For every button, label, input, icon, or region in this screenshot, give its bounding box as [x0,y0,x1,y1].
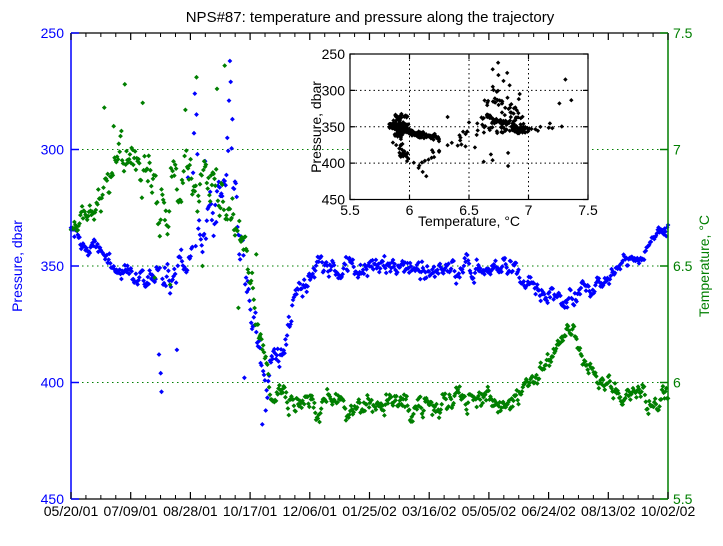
inset-y-tick-label: 300 [322,82,346,98]
inset-x-tick-label: 7 [525,202,533,218]
inset-x-tick-label: 6 [406,202,414,218]
x-tick-label: 10/02/02 [641,503,696,519]
x-tick-label: 08/28/01 [163,503,218,519]
left-tick-label: 250 [41,25,65,41]
x-tick-label: 01/25/02 [342,503,397,519]
inset-x-axis-label: Temperature, °C [417,213,521,229]
right-tick-label: 7.5 [673,25,693,41]
inset-x-tick-label: 7.5 [578,202,598,218]
x-tick-label: 05/20/01 [44,503,99,519]
right-y-axis-label: Temperature, °C [696,214,712,318]
inset-x-tick-label: 6.5 [459,202,479,218]
x-tick-label: 12/06/01 [283,503,338,519]
inset-y-tick-label: 400 [322,155,346,171]
left-tick-label: 350 [41,258,65,274]
left-tick-label: 400 [41,375,65,391]
inset-y-axis-label: Pressure, dbar [308,81,324,173]
right-tick-label: 7 [673,142,681,158]
left-tick-label: 450 [41,491,65,507]
right-tick-label: 6.5 [673,258,693,274]
right-tick-label: 6 [673,375,681,391]
inset-x-tick-label: 5.5 [340,202,360,218]
temperature-series-points [68,63,671,425]
x-tick-label: 05/05/02 [462,503,517,519]
x-tick-label: 07/09/01 [103,503,158,519]
x-tick-label: 08/13/02 [581,503,636,519]
x-tick-label: 10/17/01 [223,503,278,519]
right-tick-label: 5.5 [673,491,693,507]
x-tick-label: 03/16/02 [402,503,457,519]
chart-title: NPS#87: temperature and pressure along t… [185,9,555,26]
inset-y-tick-label: 350 [322,119,346,135]
inset-y-tick-label: 450 [322,192,346,208]
left-tick-label: 300 [41,142,65,158]
left-y-axis-label: Pressure, dbar [9,220,25,312]
inset-y-tick-label: 250 [322,46,346,62]
x-tick-label: 06/24/02 [521,503,576,519]
